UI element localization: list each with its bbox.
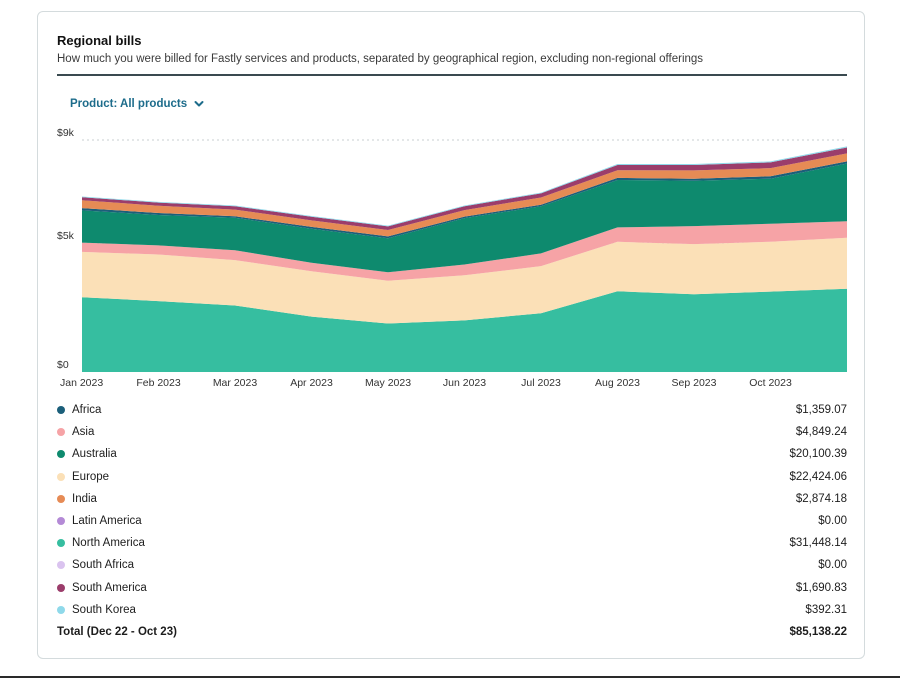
legend-entry: South Africa (57, 559, 134, 571)
total-label: Total (Dec 22 - Oct 23) (57, 625, 177, 638)
legend-region-name: Australia (72, 448, 117, 461)
y-tick-label: $5k (57, 230, 75, 242)
legend-region-name: Europe (72, 470, 110, 483)
legend-swatch-icon (57, 472, 65, 481)
legend-entry: South America (57, 582, 147, 594)
legend-region-name: North America (72, 537, 145, 550)
legend-row-india[interactable]: India $2,874.18 (57, 488, 847, 510)
legend-swatch-icon (57, 428, 65, 437)
x-tick-label: Sep 2023 (672, 377, 717, 389)
legend-region-amount: $0.00 (818, 515, 847, 528)
card-subtitle: How much you were billed for Fastly serv… (57, 53, 704, 65)
legend-row-south-korea[interactable]: South Korea $392.31 (57, 599, 847, 621)
legend-region-name: India (72, 492, 97, 505)
legend-swatch-icon (57, 583, 65, 592)
legend-region-amount: $22,424.06 (789, 470, 847, 483)
area-series-europe[interactable] (82, 237, 847, 324)
legend-region-name: Asia (72, 426, 95, 439)
x-tick-label: Feb 2023 (136, 377, 181, 389)
area-series-asia[interactable] (82, 221, 847, 281)
legend-region-name: Africa (72, 404, 102, 417)
legend-region-name: Latin America (72, 515, 142, 528)
legend-swatch-icon (57, 539, 65, 548)
y-tick-label: $0 (57, 359, 69, 371)
legend-region-name: South Korea (72, 603, 136, 616)
y-tick-label: $9k (57, 127, 75, 139)
legend-entry: Europe (57, 471, 109, 483)
legend-swatch-icon (57, 605, 65, 614)
x-tick-label: Apr 2023 (290, 377, 333, 389)
x-tick-label: Mar 2023 (213, 377, 258, 389)
legend-region-name: South America (72, 581, 147, 594)
area-series-india[interactable] (82, 153, 847, 237)
legend-region-amount: $1,359.07 (795, 404, 847, 417)
x-tick-label: May 2023 (365, 377, 411, 389)
legend-row-africa[interactable]: Africa $1,359.07 (57, 399, 847, 421)
legend-row-north-america[interactable]: North America $31,448.14 (57, 532, 847, 554)
legend-entry: North America (57, 537, 145, 549)
legend-row-australia[interactable]: Australia $20,100.39 (57, 443, 847, 465)
x-tick-label: Jul 2023 (521, 377, 561, 389)
legend-region-amount: $2,874.18 (795, 492, 847, 505)
legend-entry: Asia (57, 426, 94, 438)
product-filter-dropdown[interactable]: Product: All products (70, 98, 205, 110)
card-title: Regional bills (57, 33, 142, 48)
legend-entry: Latin America (57, 515, 142, 527)
legend-row-asia[interactable]: Asia $4,849.24 (57, 421, 847, 443)
regional-bills-area-chart: $0 $5k $9k Jan 2023 Feb 2023 Mar 2023 Apr 202… (57, 127, 847, 389)
x-tick-label: Aug 2023 (595, 377, 640, 389)
total-amount: $85,138.22 (789, 625, 847, 638)
legend-region-amount: $1,690.83 (795, 581, 847, 594)
x-tick-label: Jan 2023 (60, 377, 103, 389)
legend-swatch-icon (57, 450, 65, 459)
legend-region-amount: $20,100.39 (789, 448, 847, 461)
legend-row-south-america[interactable]: South America $1,690.83 (57, 577, 847, 599)
chevron-down-icon (193, 98, 205, 110)
x-tick-label: Jun 2023 (443, 377, 486, 389)
legend-swatch-icon (57, 517, 65, 526)
legend-row-south-africa[interactable]: South Africa $0.00 (57, 554, 847, 576)
legend-region-amount: $0.00 (818, 559, 847, 572)
area-series-north-america[interactable] (82, 288, 847, 372)
total-row: Total (Dec 22 - Oct 23) $85,138.22 (57, 621, 847, 643)
legend-region-amount: $31,448.14 (789, 537, 847, 550)
legend-region-name: South Africa (72, 559, 135, 572)
legend-row-latin-america[interactable]: Latin America $0.00 (57, 510, 847, 532)
area-series-australia[interactable] (82, 163, 847, 273)
legend-region-amount: $4,849.24 (795, 426, 847, 439)
legend-swatch-icon (57, 494, 65, 503)
title-divider (57, 74, 847, 76)
legend-table: Africa $1,359.07 Asia $4,849.24 Australia $20… (57, 399, 847, 643)
legend-entry: India (57, 493, 97, 505)
legend-row-europe[interactable]: Europe $22,424.06 (57, 466, 847, 488)
legend-entry: South Korea (57, 604, 136, 616)
x-tick-label: Oct 2023 (749, 377, 792, 389)
legend-entry: Australia (57, 448, 117, 460)
regional-bills-card: Regional bills How much you were billed … (37, 11, 865, 659)
legend-swatch-icon (57, 406, 65, 415)
page-bottom-border (0, 676, 900, 678)
legend-region-amount: $392.31 (805, 603, 847, 616)
legend-entry: Africa (57, 404, 101, 416)
area-series-south-america[interactable] (82, 147, 847, 231)
legend-swatch-icon (57, 561, 65, 570)
product-filter-label: Product: All products (70, 98, 188, 110)
